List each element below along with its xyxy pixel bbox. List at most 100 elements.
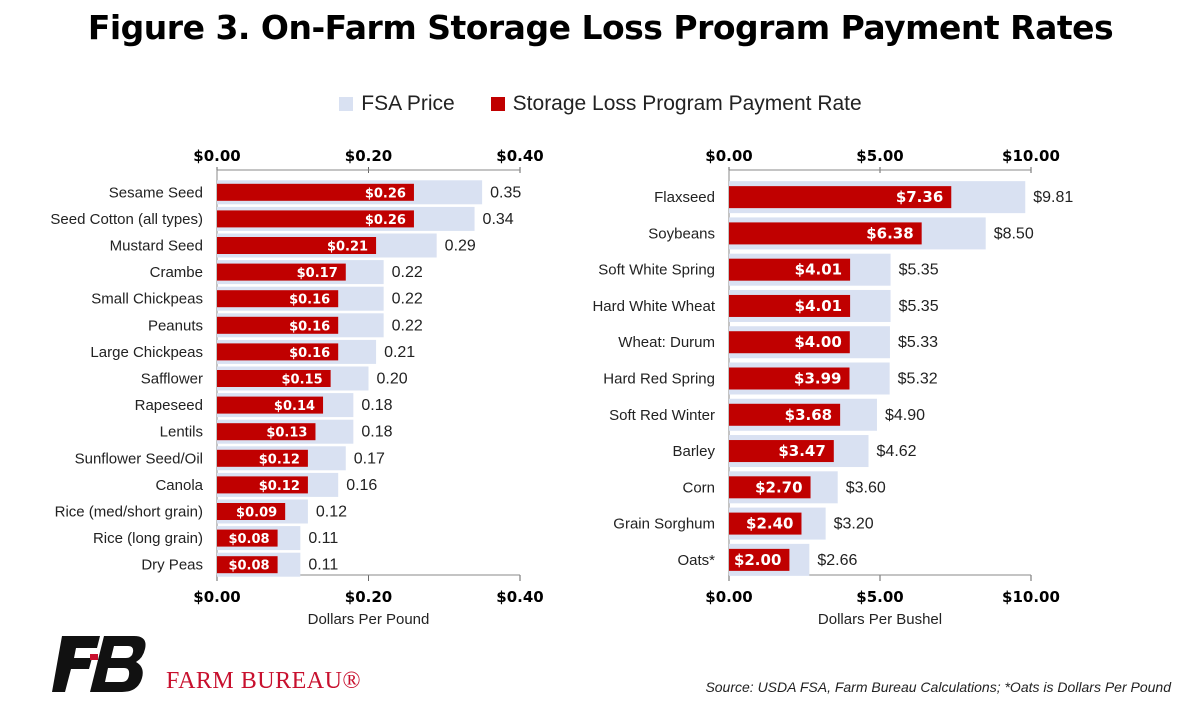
left-category-label: Small Chickpeas (91, 291, 203, 308)
left-category-label: Rice (long grain) (93, 530, 203, 547)
right-slp-bar (729, 440, 834, 463)
right-category-label: Barley (672, 443, 715, 460)
left-bottom-tick-label: $0.00 (193, 588, 240, 606)
right-slp-value-label: $3.68 (785, 406, 832, 424)
right-fsa-value-label: $5.35 (899, 298, 939, 315)
right-slp-bar (729, 186, 952, 209)
left-slp-bar (217, 449, 308, 467)
right-fsa-value-label: $5.33 (898, 334, 938, 351)
right-fsa-value-label: $5.32 (898, 371, 938, 388)
legend: FSA Price Storage Loss Program Payment R… (0, 92, 1201, 116)
right-bottom-tick-label: $5.00 (856, 588, 903, 606)
right-slp-value-label: $4.01 (795, 261, 842, 279)
right-fsa-value-label: $3.20 (834, 516, 874, 533)
left-slp-value-label: $0.08 (228, 532, 269, 547)
left-slp-value-label: $0.26 (365, 213, 406, 228)
right-top-tick-label: $0.00 (705, 147, 752, 165)
left-fsa-value-label: 0.22 (392, 291, 423, 308)
right-category-label: Soft White Spring (598, 262, 715, 279)
left-slp-bar (217, 237, 377, 254)
left-slp-bar (217, 263, 346, 281)
right-slp-value-label: $2.70 (755, 478, 802, 496)
left-category-label: Rapeseed (135, 397, 203, 414)
left-slp-bar (217, 183, 414, 201)
left-slp-bar (217, 396, 324, 414)
right-fsa-value-label: $4.62 (877, 443, 917, 460)
source-note: Source: USDA FSA, Farm Bureau Calculatio… (705, 679, 1171, 695)
right-slp-value-label: $7.36 (896, 188, 943, 206)
right-slp-bar (729, 331, 850, 354)
left-category-label: Rice (med/short grain) (55, 504, 203, 521)
right-slp-bar (729, 367, 850, 390)
right-slp-value-label: $6.38 (866, 224, 913, 242)
left-slp-value-label: $0.13 (266, 426, 307, 441)
left-slp-bar (217, 210, 414, 228)
right-top-tick-label: $10.00 (1002, 147, 1060, 165)
left-slp-value-label: $0.16 (289, 293, 330, 308)
right-fsa-value-label: $9.81 (1033, 189, 1073, 206)
left-slp-bar (217, 423, 316, 441)
right-slp-bar (729, 548, 790, 571)
left-fsa-value-label: 0.20 (377, 371, 408, 388)
left-slp-value-label: $0.09 (236, 506, 277, 521)
left-fsa-value-label: 0.21 (384, 344, 415, 361)
right-slp-bar (729, 258, 851, 281)
left-slp-bar (217, 343, 339, 361)
left-category-label: Sunflower Seed/Oil (75, 450, 203, 467)
farm-bureau-logo: FARM BUREAU® (52, 636, 361, 696)
right-slp-value-label: $2.00 (734, 551, 781, 569)
right-category-label: Corn (682, 479, 715, 496)
left-category-label: Canola (155, 477, 203, 494)
legend-label-slp: Storage Loss Program Payment Rate (512, 92, 862, 115)
left-fsa-value-label: 0.18 (361, 424, 392, 441)
left-top-tick-label: $0.00 (193, 147, 240, 165)
left-slp-value-label: $0.16 (289, 346, 330, 361)
left-bottom-tick-label: $0.40 (496, 588, 543, 606)
left-slp-bar (217, 503, 286, 520)
legend-item-fsa: FSA Price (339, 92, 455, 116)
right-slp-value-label: $3.47 (778, 442, 825, 460)
right-category-label: Flaxseed (654, 189, 715, 206)
right-slp-value-label: $3.99 (794, 370, 841, 388)
right-fsa-value-label: $4.90 (885, 407, 925, 424)
right-category-label: Grain Sorghum (613, 516, 715, 533)
right-category-label: Hard White Wheat (592, 298, 715, 315)
left-category-label: Dry Peas (141, 557, 203, 574)
left-slp-value-label: $0.15 (282, 373, 323, 388)
left-fsa-value-label: 0.35 (490, 184, 521, 201)
left-fsa-value-label: 0.12 (316, 504, 347, 521)
left-category-label: Mustard Seed (110, 238, 203, 255)
farm-bureau-mark-icon (52, 636, 146, 692)
right-slp-bar (729, 222, 922, 245)
left-category-label: Large Chickpeas (90, 344, 203, 361)
right-fsa-value-label: $2.66 (817, 552, 857, 569)
chart-title: Figure 3. On-Farm Storage Loss Program P… (87, 8, 1114, 47)
right-slp-value-label: $2.40 (746, 515, 793, 533)
right-bottom-tick-label: $0.00 (705, 588, 752, 606)
left-slp-value-label: $0.08 (228, 559, 269, 574)
legend-item-slp: Storage Loss Program Payment Rate (490, 92, 862, 116)
left-fsa-value-label: 0.11 (308, 530, 338, 547)
left-slp-bar (217, 370, 331, 387)
legend-swatch-slp (490, 97, 505, 111)
left-top-tick-label: $0.20 (345, 147, 392, 165)
left-slp-bar (217, 316, 339, 334)
right-category-label: Hard Red Spring (603, 371, 715, 388)
left-slp-bar (217, 290, 339, 308)
left-slp-value-label: $0.16 (289, 319, 330, 334)
left-slp-value-label: $0.17 (297, 266, 338, 281)
left-slp-value-label: $0.21 (327, 240, 368, 255)
right-slp-bar (729, 512, 802, 535)
left-fsa-value-label: 0.16 (346, 477, 377, 494)
left-category-label: Crambe (150, 264, 203, 281)
left-slp-value-label: $0.12 (259, 479, 300, 494)
right-slp-value-label: $4.01 (795, 297, 842, 315)
right-slp-bar (729, 294, 851, 317)
left-category-label: Lentils (160, 424, 203, 441)
legend-label-fsa: FSA Price (361, 92, 455, 115)
legend-swatch-fsa (339, 97, 354, 111)
right-slp-bar (729, 476, 811, 499)
left-fsa-value-label: 0.29 (445, 238, 476, 255)
left-slp-value-label: $0.14 (274, 399, 315, 414)
left-slp-bar (217, 556, 278, 574)
